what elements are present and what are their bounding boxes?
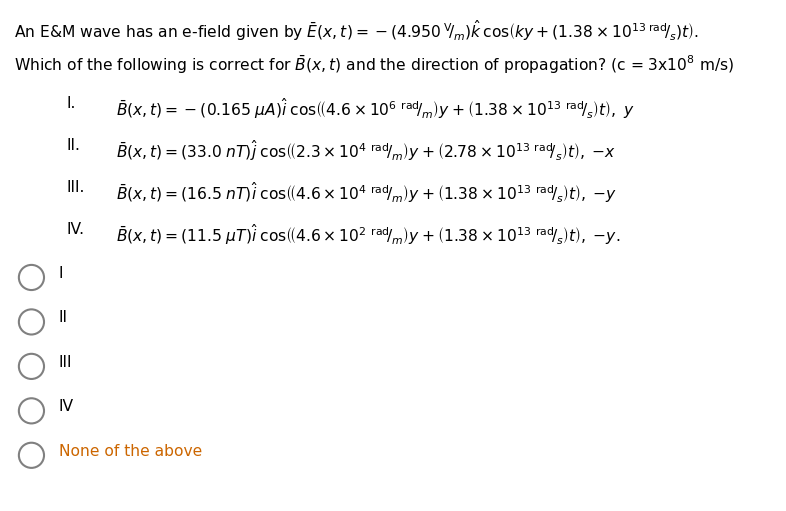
Text: I.: I. [67, 96, 76, 111]
Text: $\bar{B}(x,t) = (16.5\;nT)\hat{i}\;\cos\!\left(\!\left(4.6 \times 10^{4}\;^{\mat: $\bar{B}(x,t) = (16.5\;nT)\hat{i}\;\cos\… [116, 180, 618, 205]
Text: II: II [59, 310, 68, 326]
Text: $\bar{B}(x,t) = -(0.165\;\mu A)\hat{i}\;\cos\!\left(\!\left(4.6 \times 10^{6}\;^: $\bar{B}(x,t) = -(0.165\;\mu A)\hat{i}\;… [116, 96, 634, 121]
Text: IV: IV [59, 399, 74, 414]
Text: I: I [59, 266, 64, 281]
Text: None of the above: None of the above [59, 444, 202, 459]
Text: $\bar{B}(x,t) = (11.5\;\mu T)\hat{i}\;\cos\!\left(\!\left(4.6 \times 10^{2}\;^{\: $\bar{B}(x,t) = (11.5\;\mu T)\hat{i}\;\c… [116, 222, 621, 247]
Text: III.: III. [67, 180, 85, 195]
Text: $\bar{B}(x,t) = (33.0\;nT)\hat{j}\;\cos\!\left(\!\left(2.3 \times 10^{4}\;^{\mat: $\bar{B}(x,t) = (33.0\;nT)\hat{j}\;\cos\… [116, 138, 616, 163]
Text: III: III [59, 355, 72, 370]
Text: IV.: IV. [67, 222, 85, 237]
Text: An E&M wave has an e-field given by $\bar{E}(x,t) = -(4.950\,^{\mathrm{V}}\!/_{m: An E&M wave has an e-field given by $\ba… [14, 18, 700, 43]
Text: II.: II. [67, 138, 81, 153]
Text: Which of the following is correct for $\bar{B}(x,t)$ and the direction of propag: Which of the following is correct for $\… [14, 54, 734, 76]
